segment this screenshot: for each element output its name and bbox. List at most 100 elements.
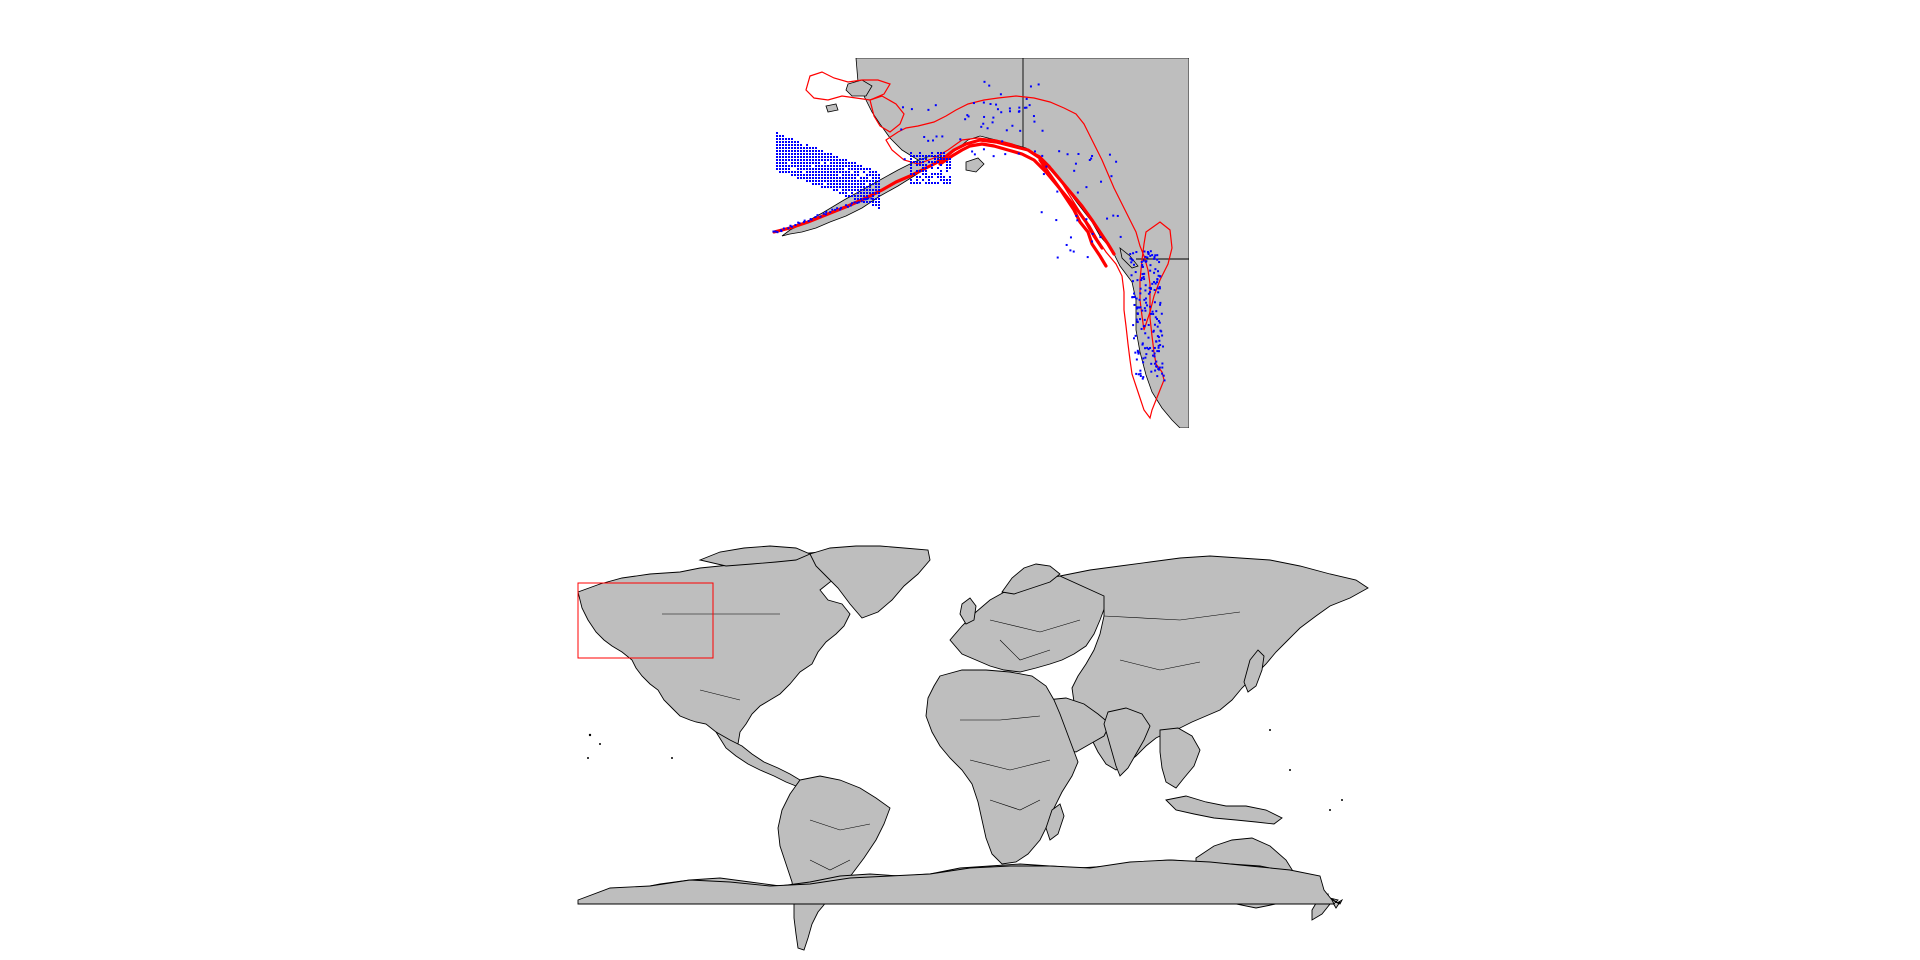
occurrence-point	[836, 177, 838, 179]
occurrence-point	[785, 144, 787, 146]
occurrence-point	[1085, 218, 1088, 221]
occurrence-point	[1149, 287, 1152, 290]
occurrence-point	[824, 159, 826, 161]
occurrence-point	[1100, 180, 1103, 183]
world-land-southeast-asia	[1159, 727, 1201, 789]
occurrence-point	[1156, 254, 1159, 257]
occurrence-point	[812, 153, 814, 155]
occurrence-point	[785, 168, 787, 170]
occurrence-point	[943, 182, 945, 184]
occurrence-point	[943, 152, 945, 154]
occurrence-point	[821, 180, 823, 182]
occurrence-point	[851, 180, 853, 182]
occurrence-point	[815, 156, 817, 158]
occurrence-point	[842, 168, 844, 170]
world-land-japan	[1243, 649, 1265, 693]
occurrence-point	[839, 159, 841, 161]
occurrence-point	[1140, 260, 1143, 263]
occurrence-point	[850, 202, 853, 205]
occurrence-point	[848, 165, 850, 167]
occurrence-point	[806, 147, 808, 149]
occurrence-point	[842, 159, 844, 161]
occurrence-point	[992, 116, 995, 119]
occurrence-point	[821, 165, 823, 167]
occurrence-point	[1138, 306, 1141, 309]
occurrence-point	[875, 204, 877, 206]
occurrence-point	[819, 215, 822, 218]
occurrence-point	[1134, 351, 1137, 354]
occurrence-point	[1008, 110, 1011, 113]
occurrence-point	[851, 165, 853, 167]
occurrence-point	[1144, 347, 1147, 350]
occurrence-point	[935, 135, 938, 138]
occurrence-point	[875, 177, 877, 179]
occurrence-point	[1144, 289, 1147, 292]
occurrence-point	[806, 153, 808, 155]
occurrence-point	[943, 179, 945, 181]
occurrence-point	[788, 159, 790, 161]
occurrence-point	[919, 161, 921, 163]
occurrence-point	[794, 141, 796, 143]
occurrence-point	[922, 170, 924, 172]
occurrence-point	[1133, 303, 1136, 306]
occurrence-point	[779, 141, 781, 143]
occurrence-point	[872, 174, 874, 176]
regional-land-kodiak	[965, 157, 985, 173]
occurrence-point	[872, 195, 874, 197]
occurrence-point	[860, 180, 862, 182]
occurrence-point	[779, 150, 781, 152]
occurrence-point	[815, 159, 817, 161]
occurrence-point	[854, 174, 856, 176]
occurrence-point	[943, 155, 945, 157]
occurrence-point	[1159, 329, 1162, 332]
island-dot	[1329, 809, 1331, 811]
occurrence-point	[853, 201, 856, 204]
occurrence-point	[857, 165, 859, 167]
occurrence-point	[931, 164, 933, 166]
island-dot	[1289, 769, 1291, 771]
occurrence-point	[866, 174, 868, 176]
occurrence-point	[830, 153, 832, 155]
occurrence-point	[922, 167, 924, 169]
africa-borders-1	[960, 715, 1041, 721]
occurrence-point	[812, 174, 814, 176]
occurrence-point	[833, 162, 835, 164]
occurrence-point	[776, 153, 778, 155]
occurrence-point	[833, 186, 835, 188]
occurrence-point	[818, 180, 820, 182]
occurrence-point	[818, 183, 820, 185]
occurrence-point	[839, 171, 841, 173]
occurrence-point	[1156, 281, 1159, 284]
occurrence-point	[1161, 372, 1164, 375]
world-land-central-america	[715, 731, 801, 787]
occurrence-point	[1159, 344, 1162, 347]
occurrence-point	[829, 211, 832, 214]
occurrence-point	[1153, 281, 1156, 284]
occurrence-point	[1149, 254, 1152, 257]
occurrence-point	[809, 150, 811, 152]
occurrence-point	[782, 156, 784, 158]
occurrence-point	[928, 182, 930, 184]
occurrence-point	[779, 144, 781, 146]
occurrence-point	[788, 171, 790, 173]
occurrence-point	[1091, 232, 1094, 235]
russia-border	[1103, 611, 1241, 621]
occurrence-point	[878, 201, 880, 203]
occurrence-point	[1106, 217, 1109, 220]
occurrence-point	[800, 162, 802, 164]
occurrence-point	[1156, 335, 1159, 338]
occurrence-point	[854, 186, 856, 188]
occurrence-point	[1112, 214, 1115, 217]
occurrence-point	[1133, 296, 1136, 299]
occurrence-point	[854, 171, 856, 173]
occurrence-point	[839, 180, 841, 182]
occurrence-point	[842, 174, 844, 176]
occurrence-point	[803, 162, 805, 164]
occurrence-point	[815, 177, 817, 179]
occurrence-point	[919, 164, 921, 166]
occurrence-point	[782, 171, 784, 173]
occurrence-point	[1135, 307, 1138, 310]
occurrence-point	[928, 176, 930, 178]
occurrence-point	[1139, 374, 1142, 377]
occurrence-point	[821, 174, 823, 176]
